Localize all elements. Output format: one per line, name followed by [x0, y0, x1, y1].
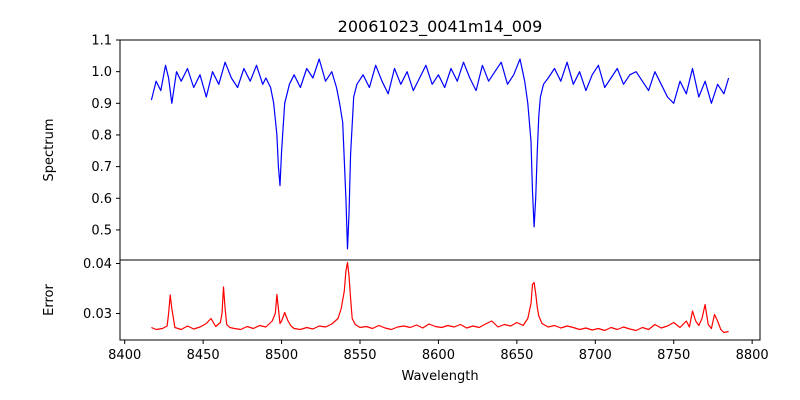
plot-layer: 0.5 0.6 0.7 0.8 0.9 1.0 1.1 0.03 0.04 8400 8450 850…: [83, 34, 769, 364]
error-series-line: [151, 261, 729, 334]
error-panel-frame: [119, 259, 761, 341]
x-tick-label: 8550: [343, 348, 376, 363]
chart-title: 20061023_0041m14_009: [338, 17, 543, 37]
error-y-axis-label: Error: [42, 284, 57, 316]
x-tick-label: 8400: [108, 348, 141, 363]
error-y-tick-label: 0.03: [83, 307, 112, 322]
spectrum-y-tick-label: 1.0: [91, 65, 112, 80]
spectrum-panel-frame: [119, 39, 761, 261]
x-tick-label: 8650: [500, 348, 533, 363]
x-axis-label: Wavelength: [401, 369, 478, 384]
spectrum-y-tick-label: 0.9: [91, 97, 112, 112]
x-tick-label: 8750: [657, 348, 690, 363]
spectrum-y-tick-label: 1.1: [91, 34, 112, 49]
error-y-tick-label: 0.04: [83, 257, 112, 272]
x-tick-label: 8600: [422, 348, 455, 363]
spectrum-y-tick-label: 0.7: [91, 160, 112, 175]
x-tick-label: 8700: [579, 348, 612, 363]
spectrum-y-axis-label: Spectrum: [42, 119, 57, 182]
x-tick-label: 8500: [265, 348, 298, 363]
spectrum-y-tick-label: 0.8: [91, 128, 112, 143]
x-tick-label: 8800: [736, 348, 769, 363]
x-tick-label: 8450: [187, 348, 220, 363]
spectrum-series-line: [150, 58, 730, 250]
spectrum-y-tick-label: 0.5: [91, 223, 112, 238]
spectrum-y-tick-label: 0.6: [91, 192, 112, 207]
